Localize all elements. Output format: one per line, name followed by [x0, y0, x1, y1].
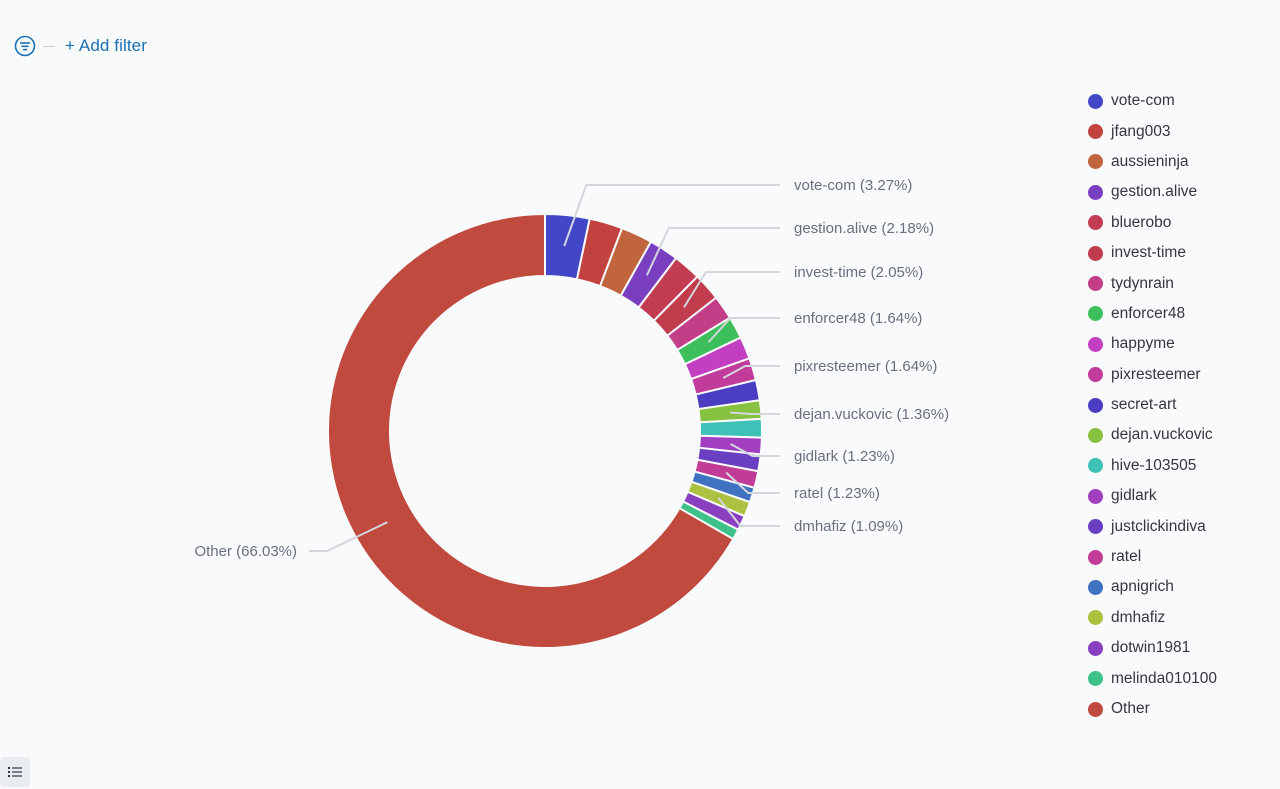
- legend-swatch: [1088, 488, 1103, 504]
- legend-item-invest-time[interactable]: invest-time: [1088, 238, 1268, 268]
- legend-swatch: [1088, 245, 1103, 261]
- legend-item-ratel[interactable]: ratel: [1088, 542, 1268, 572]
- legend-label: aussieninja: [1111, 152, 1189, 170]
- slice-other[interactable]: [327, 212, 735, 649]
- legend-label: dotwin1981: [1111, 639, 1191, 657]
- slice-label-pixresteemer: pixresteemer (1.64%): [794, 358, 937, 375]
- legend-item-bluerobo[interactable]: bluerobo: [1088, 208, 1268, 238]
- legend-label: vote-com: [1111, 92, 1175, 110]
- legend-label: Other: [1111, 700, 1150, 717]
- legend-swatch: [1088, 184, 1103, 200]
- legend-label: tydynrain: [1111, 274, 1174, 292]
- legend-item-vote-com[interactable]: vote-com: [1088, 86, 1268, 116]
- leader-line-gestion-alive: [645, 227, 780, 276]
- legend-item-gestion-alive[interactable]: gestion.alive: [1088, 177, 1268, 207]
- slice-label-gidlark: gidlark (1.23%): [794, 448, 895, 465]
- leader-line-dejan-vuckovic: [730, 411, 780, 415]
- filter-options-icon[interactable]: [13, 34, 37, 58]
- slice-label-other: Other (66.03%): [194, 543, 297, 560]
- legend-item-secret-art[interactable]: secret-art: [1088, 390, 1268, 420]
- leader-line-vote-com: [563, 184, 780, 247]
- leader-line-pixresteemer: [722, 365, 780, 379]
- legend-item-dmhafiz[interactable]: dmhafiz: [1088, 603, 1268, 633]
- legend-item-pixresteemer[interactable]: pixresteemer: [1088, 360, 1268, 390]
- legend-label: dejan.vuckovic: [1111, 426, 1213, 444]
- slice-label-gestion-alive: gestion.alive (2.18%): [794, 220, 934, 237]
- legend-item-dejan-vuckovic[interactable]: dejan.vuckovic: [1088, 420, 1268, 450]
- legend-swatch: [1088, 640, 1103, 656]
- legend-swatch: [1088, 610, 1103, 626]
- filter-bar: + Add filter: [13, 33, 147, 59]
- legend-label: justclickindiva: [1111, 517, 1206, 535]
- legend-label: invest-time: [1111, 244, 1186, 262]
- donut-chart: vote-com (3.27%) gestion.alive (2.18%) inv…: [194, 177, 949, 649]
- legend-label: dmhafiz: [1111, 608, 1166, 626]
- legend-item-aussieninja[interactable]: aussieninja: [1088, 147, 1268, 177]
- legend-item-tydynrain[interactable]: tydynrain: [1088, 268, 1268, 298]
- slice-hive-103505[interactable]: [698, 417, 763, 439]
- legend-item-gidlark[interactable]: gidlark: [1088, 481, 1268, 511]
- chart-legend: vote-com jfang003 aussieninja gestion.alive…: [1088, 86, 1268, 724]
- legend-swatch: [1088, 458, 1103, 474]
- slice-label-dejan-vuckovic: dejan.vuckovic (1.36%): [794, 406, 949, 423]
- legend-item-hive-103505[interactable]: hive-103505: [1088, 451, 1268, 481]
- legend-swatch: [1088, 336, 1103, 352]
- legend-swatch: [1088, 427, 1103, 443]
- legend-swatch: [1088, 124, 1103, 140]
- legend-label: pixresteemer: [1111, 365, 1201, 383]
- add-filter-button[interactable]: + Add filter: [65, 36, 147, 55]
- legend-swatch: [1088, 549, 1103, 565]
- legend-swatch: [1088, 579, 1103, 595]
- legend-toggle-button[interactable]: [0, 757, 30, 787]
- legend-label: melinda010100: [1111, 669, 1218, 687]
- legend-item-melinda010100[interactable]: melinda010100: [1088, 663, 1268, 693]
- legend-swatch: [1088, 671, 1103, 687]
- leader-line-gidlark: [730, 443, 780, 457]
- legend-item-justclickindiva[interactable]: justclickindiva: [1088, 511, 1268, 541]
- chart-slices: [327, 212, 763, 649]
- filter-divider: [43, 45, 55, 47]
- legend-label: secret-art: [1111, 396, 1177, 414]
- legend-swatch: [1088, 93, 1103, 109]
- legend-label: enforcer48: [1111, 304, 1186, 322]
- leader-line-dmhafiz: [717, 497, 780, 527]
- legend-item-other[interactable]: Other: [1088, 694, 1268, 724]
- list-icon: [8, 767, 22, 777]
- legend-label: apnigrich: [1111, 578, 1174, 596]
- legend-swatch: [1088, 367, 1103, 383]
- legend-item-jfang003[interactable]: jfang003: [1088, 116, 1268, 146]
- legend-item-enforcer48[interactable]: enforcer48: [1088, 299, 1268, 329]
- legend-label: hive-103505: [1111, 456, 1197, 474]
- legend-swatch: [1088, 397, 1103, 413]
- legend-swatch: [1088, 276, 1103, 292]
- slice-label-ratel: ratel (1.23%): [794, 485, 880, 502]
- slice-label-invest-time: invest-time (2.05%): [794, 264, 923, 281]
- legend-label: jfang003: [1111, 122, 1171, 140]
- legend-label: gestion.alive: [1111, 183, 1198, 201]
- legend-item-apnigrich[interactable]: apnigrich: [1088, 572, 1268, 602]
- legend-label: happyme: [1111, 335, 1175, 353]
- slice-label-enforcer48: enforcer48 (1.64%): [794, 310, 922, 327]
- leader-line-enforcer48: [707, 317, 780, 343]
- legend-swatch: [1088, 519, 1103, 535]
- chart-labels: vote-com (3.27%) gestion.alive (2.18%) inv…: [194, 177, 949, 560]
- leader-line-invest-time: [683, 271, 780, 308]
- legend-swatch: [1088, 215, 1103, 231]
- legend-swatch: [1088, 306, 1103, 322]
- legend-label: gidlark: [1111, 487, 1157, 505]
- legend-swatch: [1088, 154, 1103, 170]
- legend-label: bluerobo: [1111, 213, 1172, 231]
- slice-label-vote-com: vote-com (3.27%): [794, 177, 912, 194]
- slice-label-dmhafiz: dmhafiz (1.09%): [794, 518, 903, 535]
- leader-line-other: [309, 521, 388, 552]
- legend-swatch: [1088, 701, 1103, 717]
- legend-item-dotwin1981[interactable]: dotwin1981: [1088, 633, 1268, 663]
- legend-label: ratel: [1111, 548, 1142, 566]
- leader-line-ratel: [725, 471, 780, 494]
- legend-item-happyme[interactable]: happyme: [1088, 329, 1268, 359]
